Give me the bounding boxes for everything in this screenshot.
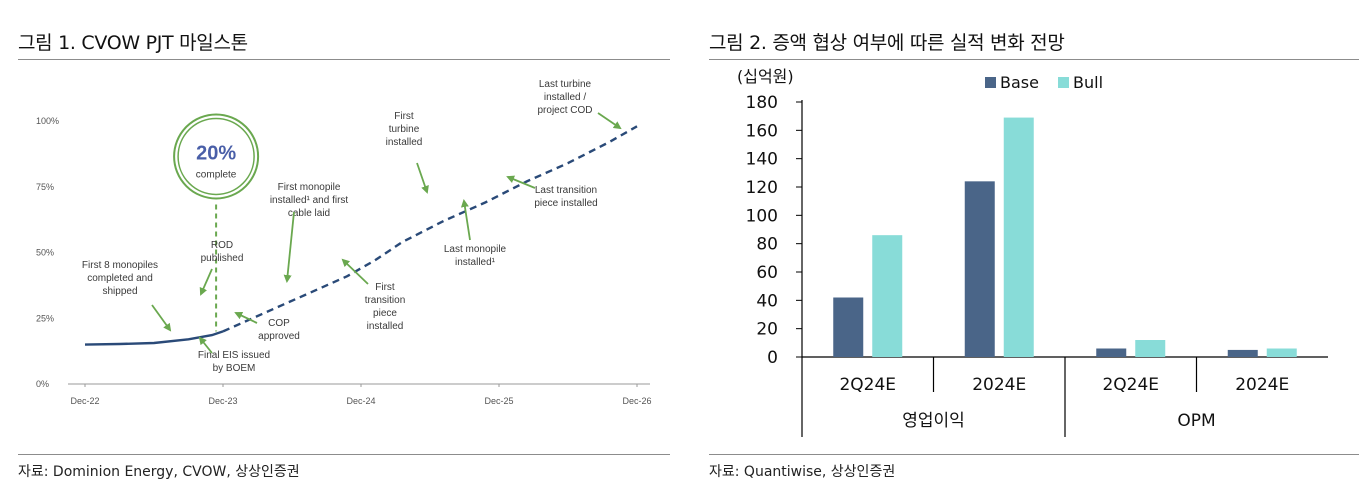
left-figure-panel: 그림 1. CVOW PJT 마일스톤 0% 25% 50% 75% 100% Dec-2… (0, 0, 670, 490)
bar-bull (1135, 340, 1166, 357)
milestone-annotation: ROD published (201, 240, 244, 264)
legend-swatch-base (985, 77, 996, 88)
left-top-rule (18, 59, 670, 60)
y-tick-label: 160 (746, 121, 778, 141)
y-tick-label: 180 (746, 93, 778, 113)
milestone-arrow (151, 304, 172, 332)
x-group-label: 영업이익 (902, 411, 965, 431)
milestone-arrow (416, 162, 429, 194)
right-figure-title: 그림 2. 증액 협상 여부에 따른 실적 변화 전망 (709, 32, 1065, 54)
y-tick-label: 20 (756, 320, 778, 340)
earnings-bar-chart: (십억원) 0 20 40 60 80 100 120 140 160 180 2Q24E 2024E 2… (737, 67, 1328, 437)
x-tick-label: Dec-23 (208, 396, 237, 406)
x-tick-label: Dec-24 (346, 396, 375, 406)
milestone-arrow (597, 112, 622, 130)
y-axis-unit: (십억원) (737, 67, 794, 86)
milestone-arrow (199, 268, 213, 296)
right-source-note: 자료: Quantiwise, 상상인증권 (709, 464, 896, 480)
y-tick-label: 50% (36, 248, 54, 258)
y-tick-label: 60 (756, 263, 778, 283)
y-tick-label: 0 (767, 348, 778, 368)
milestone-line-chart: 0% 25% 50% 75% 100% Dec-22 Dec-23 Dec-24 Dec-25 D… (36, 79, 652, 406)
y-tick-label: 0% (36, 379, 49, 389)
progress-badge-label: complete (196, 169, 237, 180)
y-tick-label: 100 (746, 206, 778, 226)
x-tick-label: Dec-26 (622, 396, 651, 406)
progress-line-planned (222, 125, 638, 333)
y-tick-label: 140 (746, 150, 778, 170)
milestone-annotation: Last monopile installed¹ (444, 244, 507, 268)
left-source-note: 자료: Dominion Energy, CVOW, 상상인증권 (18, 464, 300, 480)
milestone-annotation: First monopile installed¹ and first cable … (270, 182, 349, 219)
right-top-rule (709, 59, 1359, 60)
bar-base (1227, 349, 1258, 357)
milestone-annotation: First transition piece installed (365, 282, 406, 332)
y-tick-label: 100% (36, 116, 59, 126)
progress-circle-inner (177, 117, 255, 196)
y-tick-label: 75% (36, 182, 54, 192)
y-tick-label: 80 (756, 235, 778, 255)
x-tick-label: Dec-22 (70, 396, 99, 406)
left-figure-title: 그림 1. CVOW PJT 마일스톤 (18, 32, 248, 54)
milestone-annotation: Last transition piece installed (534, 185, 597, 209)
milestone-annotation: First 8 monopiles completed and shipped (82, 260, 158, 297)
bar-base (964, 181, 995, 357)
bar-bull (872, 235, 903, 357)
milestone-arrow (460, 199, 471, 241)
y-tick-label: 25% (36, 313, 54, 323)
milestone-annotation: Last turbine installed / project COD (537, 79, 592, 116)
milestone-arrow (198, 336, 213, 354)
right-figure-panel: 그림 2. 증액 협상 여부에 따른 실적 변화 전망 (십억원) 0 20 40 60… (700, 0, 1361, 490)
legend-swatch-bull (1058, 77, 1069, 88)
progress-line-actual (84, 330, 224, 346)
milestone-annotation: COP approved (258, 318, 300, 342)
progress-circle-outer (173, 113, 260, 200)
legend-label-base: Base (1000, 73, 1039, 92)
milestone-annotation: First turbine installed (386, 111, 423, 148)
milestone-arrow (234, 311, 258, 324)
bar-bull (1266, 348, 1297, 357)
progress-badge-value: 20% (196, 142, 236, 164)
milestone-annotation: Final EIS issued by BOEM (198, 350, 270, 374)
milestone-arrow (341, 258, 369, 285)
bar-base (833, 297, 864, 357)
right-bottom-rule (709, 454, 1359, 455)
bar-bull (1003, 117, 1034, 357)
x-tick-label: Dec-25 (484, 396, 513, 406)
milestone-arrow (506, 175, 536, 189)
bar-base (1096, 348, 1127, 357)
x-category-label: 2Q24E (1102, 375, 1159, 395)
left-bottom-rule (18, 454, 670, 455)
y-tick-label: 120 (746, 178, 778, 198)
x-category-label: 2024E (972, 375, 1026, 395)
x-group-label: OPM (1177, 411, 1215, 431)
legend-label-bull: Bull (1073, 73, 1103, 92)
x-category-label: 2Q24E (839, 375, 896, 395)
x-category-label: 2024E (1235, 375, 1289, 395)
milestone-arrow (283, 211, 295, 283)
y-tick-label: 40 (756, 291, 778, 311)
